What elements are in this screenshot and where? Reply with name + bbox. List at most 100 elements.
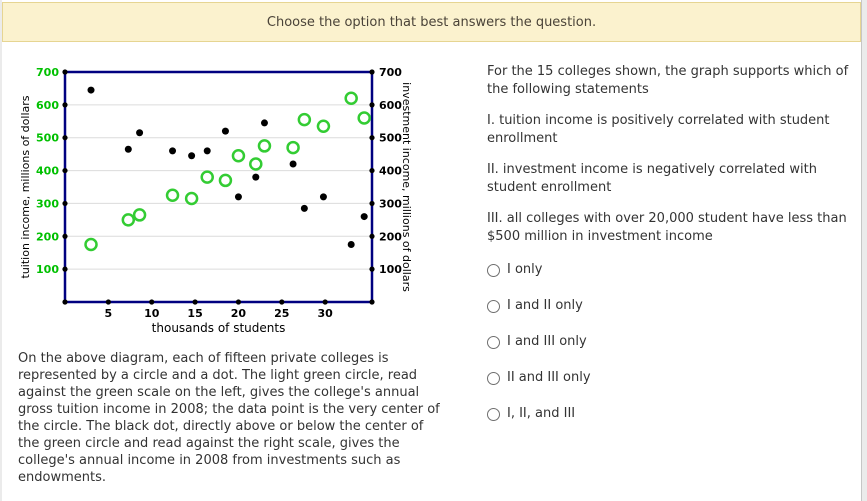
statement-3: III. all colleges with over 20,000 stude… [487, 211, 847, 244]
answer-option-5[interactable]: I, II, and III [487, 403, 857, 425]
x-axis-title: thousands of students [152, 321, 286, 335]
scatter-chart-svg: 100 100 200 200 300 300 400 400 500 500 600 600 700 7… [19, 66, 413, 335]
statement-2: II. investment income is negatively corr… [487, 162, 817, 195]
investment-dot-marker [221, 127, 229, 135]
right-axis-tick-dot [369, 233, 375, 239]
left-axis-tick-dot [62, 200, 68, 207]
tuition-circle-marker [316, 119, 331, 133]
answer-option-label: II and III only [507, 370, 591, 385]
investment-dot-marker [289, 160, 297, 168]
right-axis-tick-dot [369, 167, 375, 174]
investment-dot-marker [300, 204, 308, 212]
tuition-circle-marker [218, 173, 233, 188]
tuition-circle-marker [165, 188, 180, 202]
right-axis-tick-dot [369, 69, 375, 75]
tuition-circle-marker [249, 157, 263, 171]
right-axis-title: investment income, millions of dollars [400, 82, 413, 292]
x-tick-label: 15 [187, 307, 202, 320]
page-left-gutter [0, 0, 2, 501]
bottom-axis-tick-dot [149, 299, 155, 305]
right-tick-label: 100 [379, 263, 402, 276]
investment-dot-marker [124, 145, 132, 153]
page-right-gutter [861, 0, 867, 501]
answer-options: I only I and II only I and III only II a… [487, 259, 857, 425]
radio-button-icon[interactable] [487, 263, 500, 277]
bottom-axis-tick-dot [322, 299, 328, 305]
chart-description: On the above diagram, each of fifteen pr… [18, 351, 440, 485]
instruction-text: Choose the option that best answers the … [266, 14, 597, 30]
x-tick-label: 25 [274, 307, 289, 320]
investment-dot-marker [188, 152, 196, 160]
left-axis-tick-dot [62, 167, 68, 174]
x-tick-label: 5 [105, 307, 113, 320]
left-axis-tick-dot [62, 102, 68, 108]
right-tick-label: 500 [379, 132, 402, 145]
right-axis-tick-dot [369, 266, 375, 272]
right-tick-label: 300 [379, 197, 402, 210]
tuition-circle-marker [286, 140, 300, 155]
investment-dot-marker [234, 193, 242, 201]
investment-dot-marker [347, 241, 355, 248]
tuition-circle-marker [257, 139, 272, 153]
right-axis-tick-dot [369, 135, 375, 141]
radio-button-icon[interactable] [487, 407, 500, 421]
left-tick-label: 200 [36, 230, 59, 243]
investment-dot-marker [136, 129, 144, 137]
axis-corner-dot [369, 299, 375, 305]
answer-option-label: I and III only [507, 334, 587, 349]
tuition-circle-marker [344, 91, 358, 106]
left-tick-label: 400 [36, 165, 59, 178]
bottom-axis-tick-dot [192, 299, 198, 305]
investment-dot-marker [87, 86, 95, 94]
investment-dot-marker [203, 147, 211, 155]
tuition-circle-marker [132, 208, 147, 222]
x-tick-label: 10 [144, 307, 160, 320]
investment-dot-marker [252, 173, 260, 181]
question-prompt: For the 15 colleges shown, the graph sup… [487, 64, 849, 97]
answer-option-label: I, II, and III [507, 406, 576, 421]
statement-1: I. tuition income is positively correlat… [487, 113, 830, 146]
tuition-circle-marker [357, 111, 371, 125]
axis-corner-dot [62, 299, 68, 305]
left-tick-label: 700 [36, 66, 59, 79]
tuition-circle-marker [184, 191, 199, 206]
left-axis-tick-dot [62, 233, 68, 239]
answer-option-label: I only [507, 262, 543, 277]
x-tick-label: 20 [231, 307, 247, 320]
bottom-axis-tick-dot [235, 299, 242, 305]
answer-option-2[interactable]: I and II only [487, 295, 857, 317]
answer-option-1[interactable]: I only [487, 259, 857, 281]
investment-dot-marker [360, 213, 368, 221]
tuition-circle-marker [121, 213, 136, 227]
plot-border [63, 70, 374, 304]
left-tick-label: 300 [36, 197, 59, 210]
left-axis-tick-dot [62, 266, 68, 272]
left-axis-title: tuition income, millions of dollars [19, 95, 32, 278]
right-axis-tick-dot [369, 102, 375, 108]
left-tick-label: 600 [36, 99, 59, 112]
right-axis-tick-dot [369, 200, 375, 207]
answer-option-3[interactable]: I and III only [487, 331, 857, 353]
scatter-chart: 100 100 200 200 300 300 400 400 500 500 600 600 700 7… [18, 58, 458, 348]
radio-button-icon[interactable] [487, 371, 500, 385]
left-axis-tick-dot [62, 69, 68, 75]
radio-button-icon[interactable] [487, 299, 500, 313]
right-tick-label: 200 [379, 230, 402, 243]
instruction-bar: Choose the option that best answers the … [2, 2, 861, 42]
tuition-circle-marker [297, 112, 312, 127]
tuition-circle-marker [231, 149, 246, 163]
answer-option-label: I and II only [507, 298, 583, 313]
tuition-circle-marker [200, 170, 214, 184]
right-tick-label: 400 [379, 165, 402, 178]
bottom-axis-tick-dot [105, 299, 111, 305]
left-axis-tick-dot [62, 135, 68, 141]
right-tick-label: 600 [379, 99, 402, 112]
radio-button-icon[interactable] [487, 335, 500, 349]
investment-dot-marker [169, 147, 177, 155]
question-panel: For the 15 colleges shown, the graph sup… [487, 63, 857, 439]
left-tick-label: 500 [36, 132, 59, 145]
answer-option-4[interactable]: II and III only [487, 367, 857, 389]
tuition-circle-marker [84, 237, 98, 252]
investment-dot-marker [319, 193, 327, 201]
investment-dot-marker [260, 119, 268, 127]
